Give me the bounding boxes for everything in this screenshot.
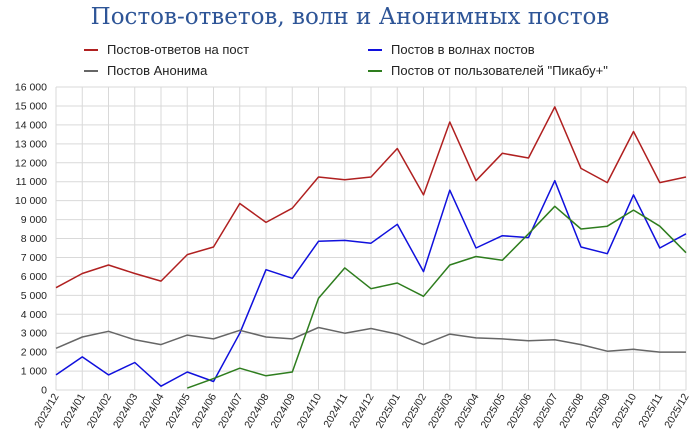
series-line-0 [55,106,687,289]
legend-label-anonymous: Постов Анонима [107,63,208,78]
y-tick-label: 16 000 [15,82,47,94]
y-tick-label: 13 000 [15,138,47,150]
legend-label-pikabu-plus: Постов от пользователей "Пикабу+" [391,63,608,78]
y-tick-label: 6 000 [21,271,47,283]
y-tick-label: 3 000 [21,328,47,340]
x-tick-label: 2025/10 [610,391,639,430]
legend-item-pikabu-plus: Постов от пользователей "Пикабу+" [368,63,608,78]
legend-item-replies: Постов-ответов на пост [84,42,249,57]
legend-swatch-pikabu-plus [368,69,382,72]
legend-swatch-anonymous [84,69,98,72]
y-tick-label: 11 000 [16,176,47,188]
y-tick-label: 1 000 [21,366,47,378]
legend-label-waves: Постов в волнах постов [391,42,535,57]
y-tick-label: 12 000 [15,157,47,169]
legend-swatch-waves [368,48,382,51]
legend-label-replies: Постов-ответов на пост [107,42,250,57]
y-tick-label: 14 000 [15,119,47,131]
y-tick-label: 10 000 [15,195,47,207]
y-tick-label: 8 000 [21,233,47,245]
x-tick-label: 2025/12 [662,391,691,430]
series-line-2 [55,326,686,353]
y-tick-label: 9 000 [21,214,47,226]
legend-item-anonymous: Постов Анонима [84,63,207,78]
x-tick-label: 2025/11 [636,391,665,429]
series-line-1 [55,179,687,387]
legend-swatch-replies [84,48,98,51]
legend-item-waves: Постов в волнах постов [368,42,535,57]
x-tick-label: 2024/11 [321,391,350,429]
y-tick-label: 4 000 [21,309,47,321]
chart-title: Постов-ответов, волн и Анонимных постов [90,4,610,30]
x-tick-label: 2024/10 [295,391,324,430]
series-line-3 [187,205,687,389]
y-tick-label: 2 000 [21,347,47,359]
y-tick-label: 15 000 [15,100,47,112]
y-tick-label: 0 [41,385,47,397]
y-tick-label: 7 000 [21,252,47,264]
y-tick-label: 5 000 [21,290,47,302]
